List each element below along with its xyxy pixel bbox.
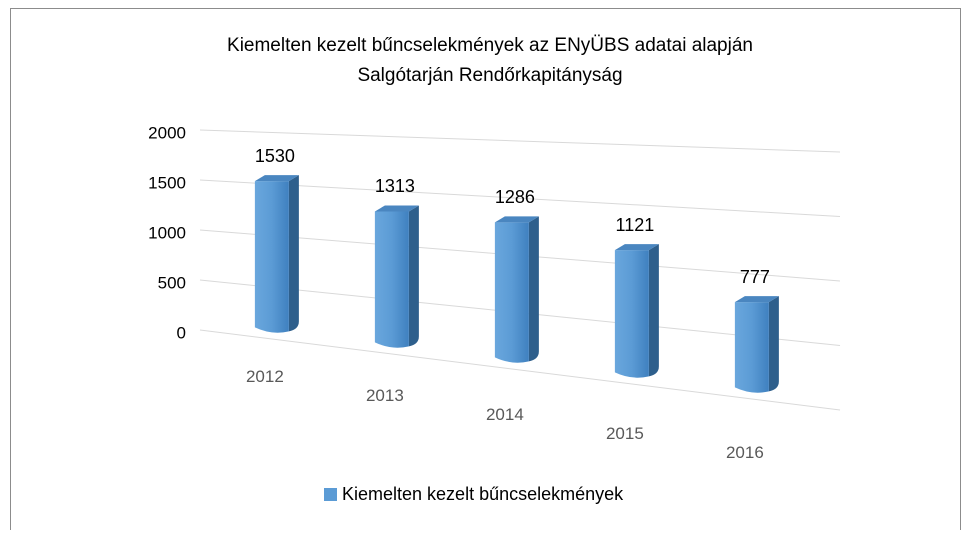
bar-side: [408, 205, 419, 347]
bars: [254, 175, 779, 393]
bar-top: [494, 216, 539, 223]
legend-label: Kiemelten kezelt bűncselekmények: [342, 484, 624, 504]
x-tick-label: 2015: [606, 424, 644, 443]
x-tick-label: 2013: [366, 386, 404, 405]
chart-subtitle: Salgótarján Rendőrkapitányság: [357, 65, 622, 86]
y-tick-label: 1000: [148, 223, 186, 242]
bar: [494, 222, 529, 363]
bar-side: [528, 216, 539, 362]
bar: [734, 302, 769, 393]
bar-side: [768, 296, 779, 392]
data-label: 1286: [495, 187, 535, 207]
y-tick-label: 500: [158, 273, 186, 292]
labels: 0 500 1000 1500 2000 1530 2012 1313 2013 1286 2014…: [148, 123, 770, 461]
x-tick-label: 2012: [246, 367, 284, 386]
chart-border: [10, 8, 961, 535]
x-tick-label: 2016: [726, 443, 764, 462]
grid-line: [199, 329, 841, 411]
bar-side: [288, 175, 299, 332]
bar-top: [254, 175, 299, 182]
legend-swatch: [324, 488, 337, 501]
bar-side: [648, 244, 659, 377]
bar-top: [734, 296, 779, 303]
data-label: 1121: [616, 215, 655, 235]
data-label: 777: [740, 267, 770, 287]
y-tick-label: 2000: [148, 123, 186, 142]
bar: [614, 250, 649, 378]
y-tick-label: 0: [177, 323, 186, 342]
bar-top: [614, 244, 659, 251]
grid-line: [199, 129, 841, 153]
y-tick-label: 1500: [148, 173, 186, 192]
legend: Kiemelten kezelt bűncselekmények: [324, 484, 624, 504]
data-label: 1313: [375, 176, 415, 196]
bar-top: [374, 205, 419, 212]
bar: [374, 211, 409, 348]
grid-line: [199, 179, 841, 217]
x-tick-label: 2014: [486, 405, 524, 424]
data-label: 1530: [255, 146, 295, 166]
chart-title: Kiemelten kezelt bűncselekmények az ENyÜ…: [227, 35, 753, 56]
bar: [254, 181, 289, 333]
